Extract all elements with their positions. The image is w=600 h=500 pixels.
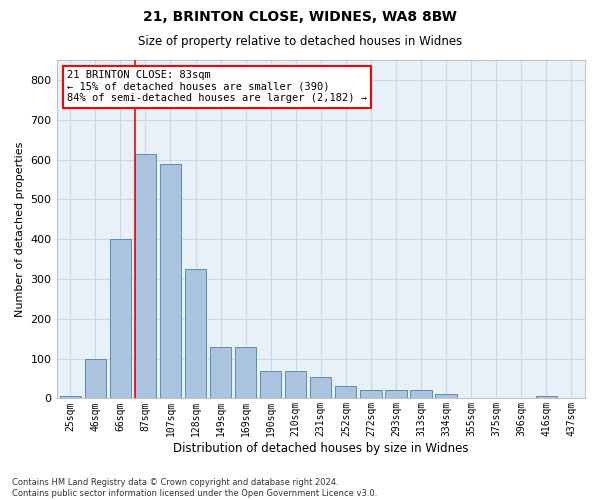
Bar <box>385 390 407 398</box>
Bar <box>85 358 106 399</box>
Bar <box>285 370 307 398</box>
Bar <box>110 239 131 398</box>
Bar <box>536 396 557 398</box>
Bar <box>410 390 431 398</box>
Y-axis label: Number of detached properties: Number of detached properties <box>15 142 25 317</box>
Bar <box>210 346 231 399</box>
Bar <box>310 376 331 398</box>
Bar <box>135 154 156 398</box>
Bar <box>360 390 382 398</box>
Text: 21, BRINTON CLOSE, WIDNES, WA8 8BW: 21, BRINTON CLOSE, WIDNES, WA8 8BW <box>143 10 457 24</box>
Bar <box>335 386 356 398</box>
Bar <box>235 346 256 399</box>
Text: Size of property relative to detached houses in Widnes: Size of property relative to detached ho… <box>138 35 462 48</box>
Text: 21 BRINTON CLOSE: 83sqm
← 15% of detached houses are smaller (390)
84% of semi-d: 21 BRINTON CLOSE: 83sqm ← 15% of detache… <box>67 70 367 103</box>
Bar <box>185 269 206 398</box>
Bar <box>260 370 281 398</box>
Bar <box>436 394 457 398</box>
X-axis label: Distribution of detached houses by size in Widnes: Distribution of detached houses by size … <box>173 442 469 455</box>
Text: Contains HM Land Registry data © Crown copyright and database right 2024.
Contai: Contains HM Land Registry data © Crown c… <box>12 478 377 498</box>
Bar <box>59 396 81 398</box>
Bar <box>160 164 181 398</box>
